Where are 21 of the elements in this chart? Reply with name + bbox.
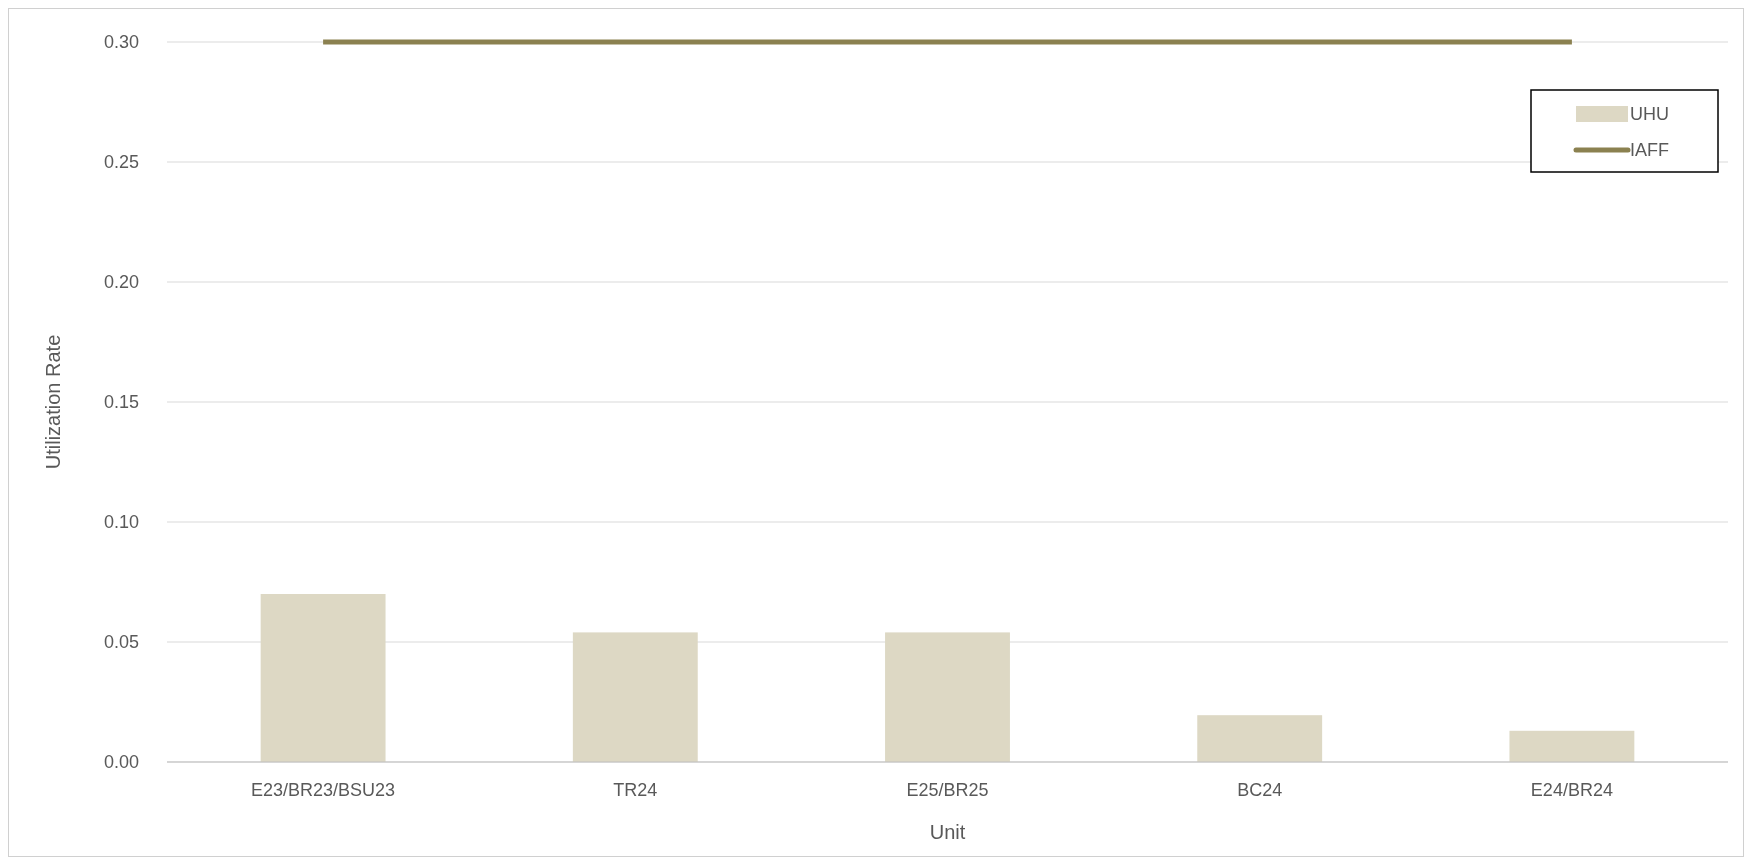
bar xyxy=(885,632,1010,762)
y-tick-label: 0.00 xyxy=(103,752,139,773)
y-tick-label: 0.30 xyxy=(103,32,139,53)
x-axis-title: Unit xyxy=(929,821,966,843)
bar xyxy=(572,632,698,762)
x-tick-label: BC24 xyxy=(1237,780,1283,800)
x-tick-label: E25/BR25 xyxy=(906,780,989,800)
y-tick-label: 0.10 xyxy=(103,512,139,533)
y-tick-label: 0.05 xyxy=(103,632,139,653)
legend-label: UHU xyxy=(1630,104,1669,125)
legend-label: IAFF xyxy=(1630,140,1669,161)
y-tick-label: 0.25 xyxy=(103,152,139,173)
bar xyxy=(1509,730,1635,762)
x-tick-label: TR24 xyxy=(613,780,658,800)
y-tick-label: 0.20 xyxy=(103,272,139,293)
y-tick-label: 0.15 xyxy=(103,392,139,413)
bar xyxy=(1197,715,1323,762)
y-axis-title: Utilization Rate xyxy=(42,334,64,470)
x-tick-label: E23/BR23/BSU23 xyxy=(251,780,396,800)
x-tick-label: E24/BR24 xyxy=(1530,780,1613,800)
bar xyxy=(260,594,386,762)
